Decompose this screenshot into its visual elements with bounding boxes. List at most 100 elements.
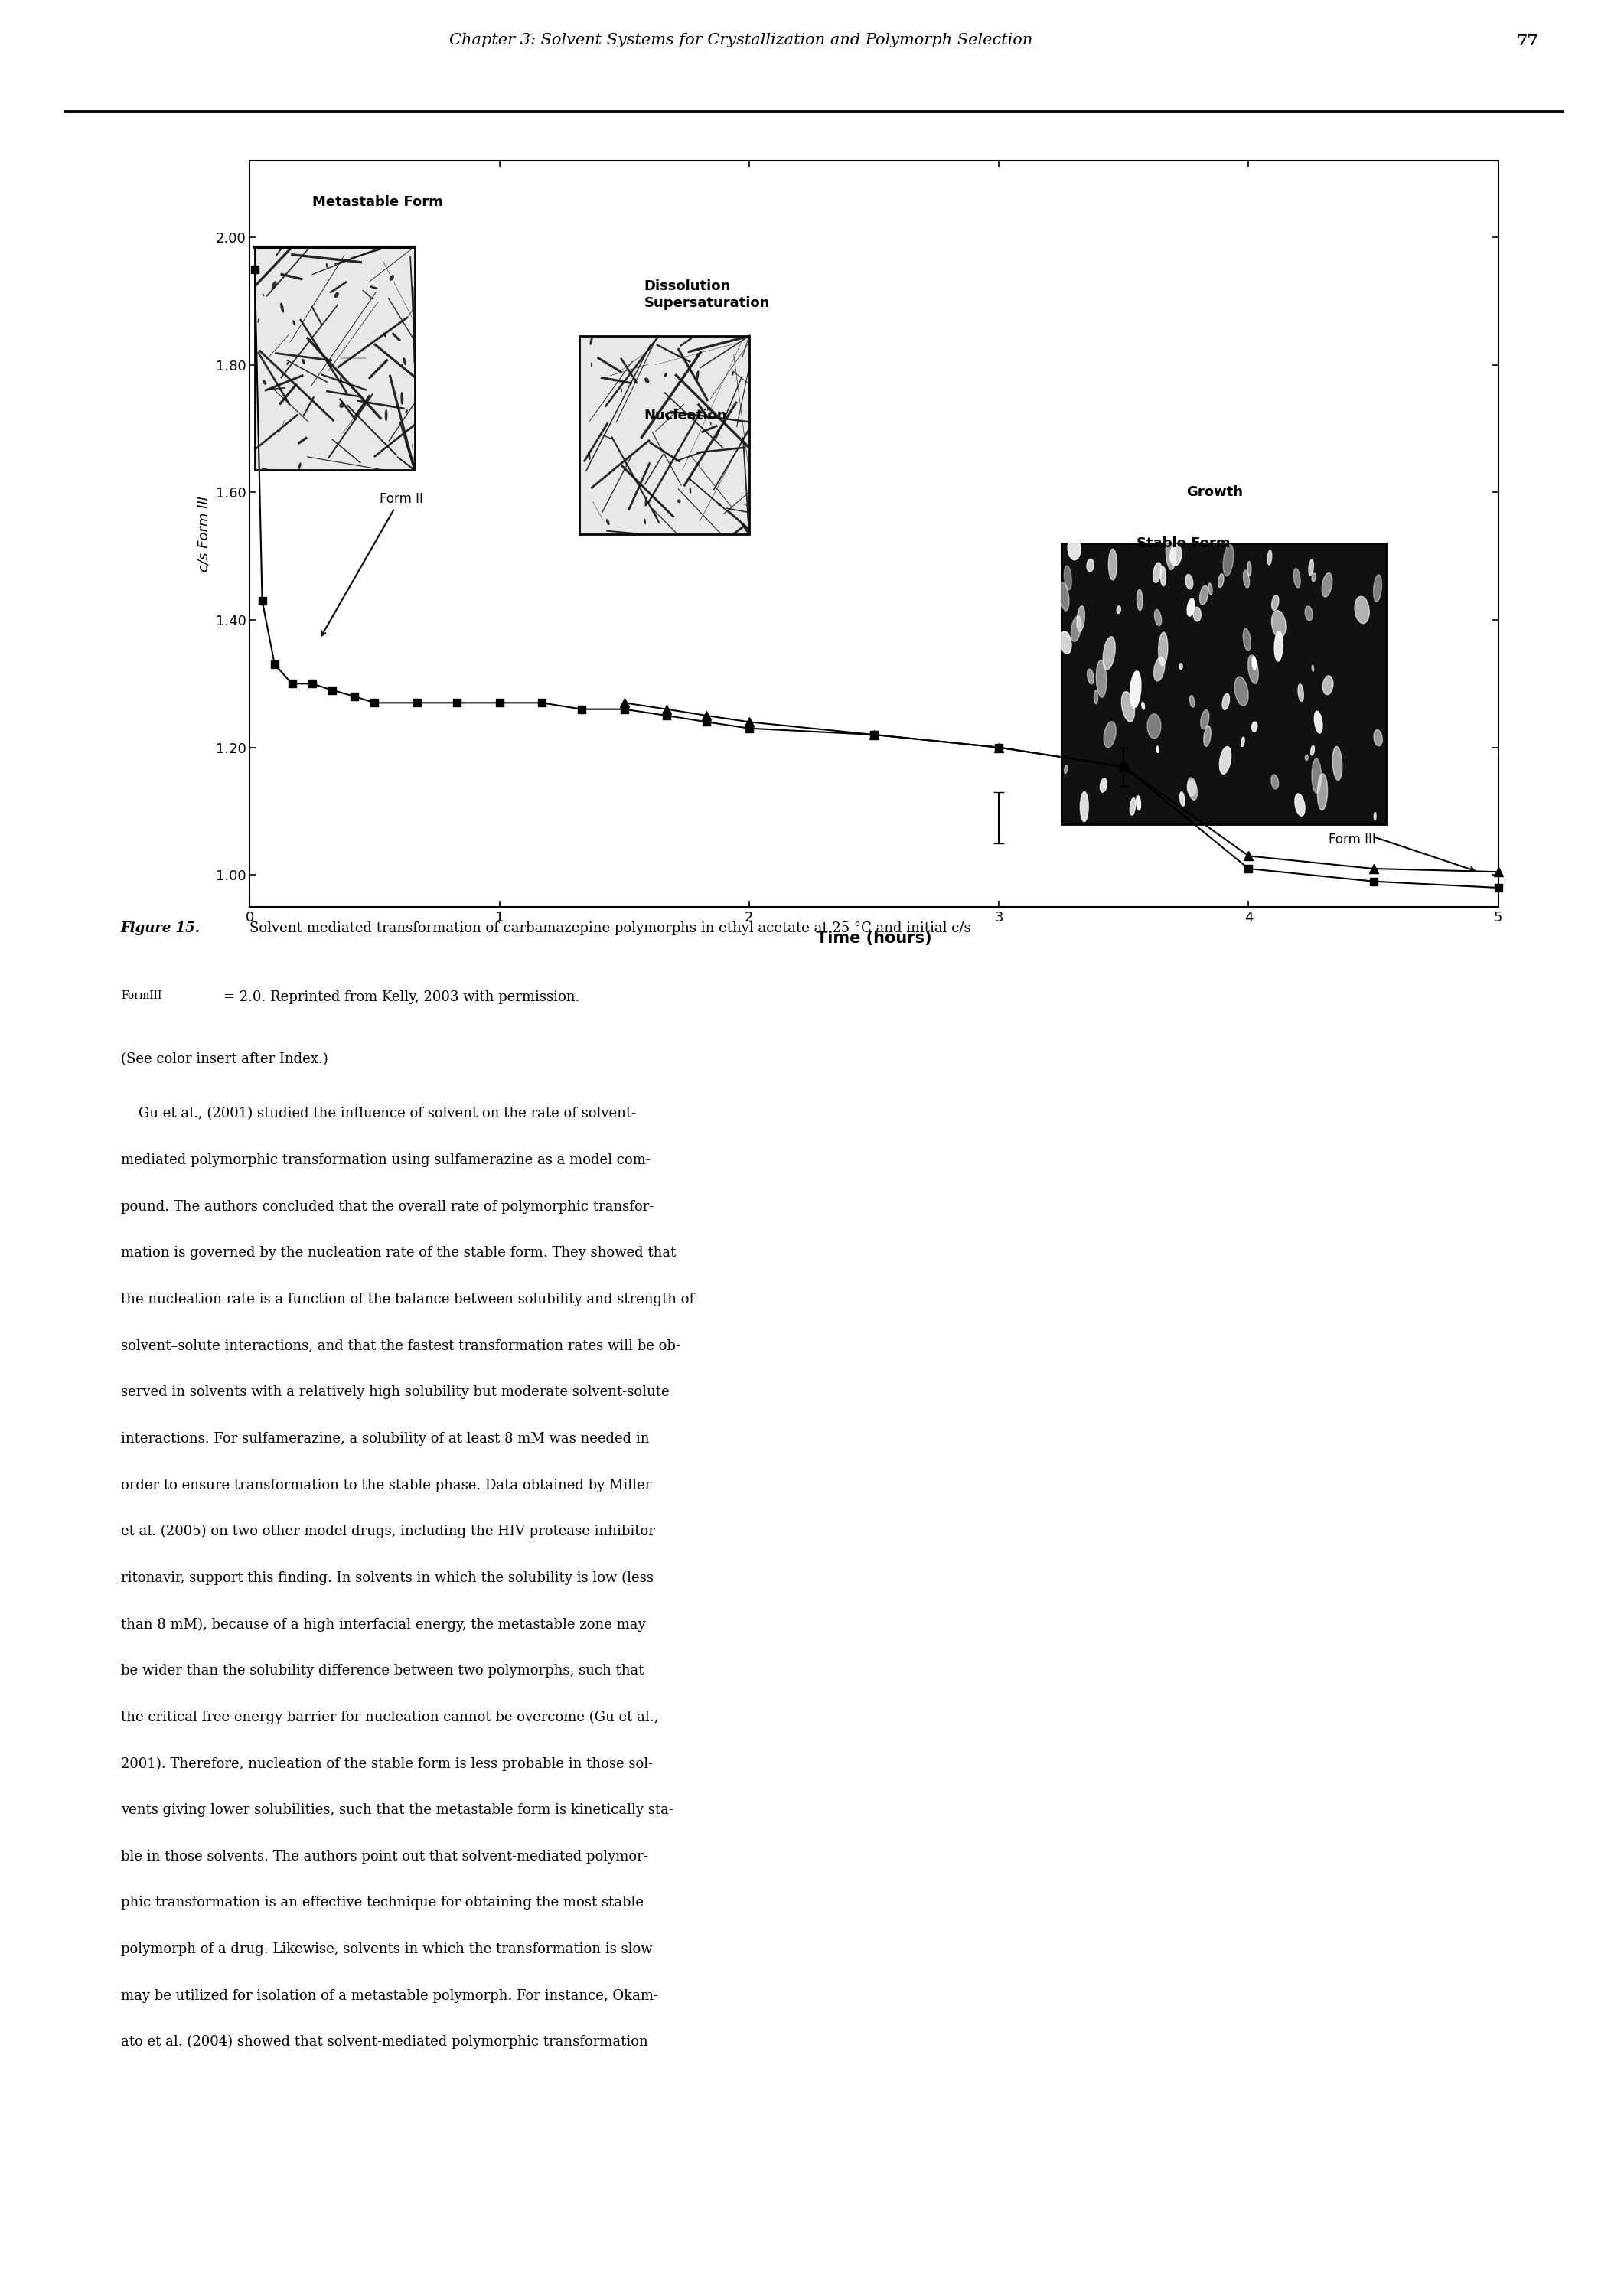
Text: mation is governed by the nucleation rate of the stable form. They showed that: mation is governed by the nucleation rat… bbox=[121, 1247, 677, 1261]
Text: Nucleation: Nucleation bbox=[644, 409, 727, 422]
Ellipse shape bbox=[1060, 583, 1070, 611]
Text: vents giving lower solubilities, such that the metastable form is kinetically st: vents giving lower solubilities, such th… bbox=[121, 1802, 673, 1816]
Ellipse shape bbox=[1081, 792, 1089, 822]
Ellipse shape bbox=[1308, 560, 1313, 576]
Ellipse shape bbox=[1318, 774, 1327, 810]
Y-axis label: c/s Form III: c/s Form III bbox=[198, 496, 211, 572]
Ellipse shape bbox=[1187, 781, 1195, 797]
Ellipse shape bbox=[588, 452, 590, 459]
Ellipse shape bbox=[1374, 730, 1382, 746]
Ellipse shape bbox=[1244, 569, 1250, 588]
Ellipse shape bbox=[1166, 533, 1176, 569]
Ellipse shape bbox=[1268, 551, 1271, 565]
Ellipse shape bbox=[1104, 721, 1116, 748]
Ellipse shape bbox=[1170, 544, 1181, 565]
Text: Metastable Form: Metastable Form bbox=[313, 195, 443, 209]
Ellipse shape bbox=[1305, 606, 1313, 620]
Ellipse shape bbox=[1076, 606, 1084, 631]
Text: ato et al. (2004) showed that solvent-mediated polymorphic transformation: ato et al. (2004) showed that solvent-me… bbox=[121, 2034, 648, 2048]
Text: Dissolution
Supersaturation: Dissolution Supersaturation bbox=[644, 280, 770, 310]
Ellipse shape bbox=[1157, 746, 1158, 753]
Text: than 8 mM), because of a high interfacial energy, the metastable zone may: than 8 mM), because of a high interfacia… bbox=[121, 1616, 646, 1632]
Ellipse shape bbox=[717, 429, 719, 432]
Ellipse shape bbox=[1158, 631, 1168, 666]
Text: = 2.0. Reprinted from Kelly, 2003 with permission.: = 2.0. Reprinted from Kelly, 2003 with p… bbox=[224, 990, 580, 1003]
Ellipse shape bbox=[385, 411, 387, 420]
Ellipse shape bbox=[303, 358, 304, 363]
Text: Chapter 3: Solvent Systems for Crystallization and Polymorph Selection: Chapter 3: Solvent Systems for Crystalli… bbox=[449, 32, 1033, 48]
Ellipse shape bbox=[1179, 664, 1182, 670]
Ellipse shape bbox=[340, 404, 343, 406]
Ellipse shape bbox=[1153, 563, 1162, 583]
Text: 2001). Therefore, nucleation of the stable form is less probable in those sol-: 2001). Therefore, nucleation of the stab… bbox=[121, 1756, 652, 1770]
Ellipse shape bbox=[1155, 608, 1162, 627]
Ellipse shape bbox=[1247, 563, 1252, 576]
Text: Growth: Growth bbox=[1186, 484, 1242, 498]
Ellipse shape bbox=[1187, 778, 1197, 799]
Ellipse shape bbox=[390, 276, 393, 280]
Ellipse shape bbox=[1186, 574, 1194, 590]
Ellipse shape bbox=[1218, 574, 1224, 588]
Ellipse shape bbox=[1311, 758, 1321, 792]
Ellipse shape bbox=[1315, 712, 1323, 732]
Ellipse shape bbox=[1271, 611, 1286, 638]
Text: Form II: Form II bbox=[380, 491, 424, 505]
Ellipse shape bbox=[678, 501, 680, 503]
Ellipse shape bbox=[1194, 606, 1202, 622]
Text: the nucleation rate is a function of the balance between solubility and strength: the nucleation rate is a function of the… bbox=[121, 1293, 694, 1306]
Ellipse shape bbox=[1332, 746, 1342, 781]
Ellipse shape bbox=[383, 333, 385, 338]
Ellipse shape bbox=[1220, 746, 1231, 774]
Text: the critical free energy barrier for nucleation cannot be overcome (Gu et al.,: the critical free energy barrier for nuc… bbox=[121, 1711, 659, 1724]
Ellipse shape bbox=[272, 282, 277, 289]
Ellipse shape bbox=[1087, 668, 1094, 684]
Text: served in solvents with a relatively high solubility but moderate solvent-solute: served in solvents with a relatively hig… bbox=[121, 1384, 669, 1398]
Ellipse shape bbox=[1374, 813, 1376, 820]
Ellipse shape bbox=[1116, 606, 1121, 613]
Text: polymorph of a drug. Likewise, solvents in which the transformation is slow: polymorph of a drug. Likewise, solvents … bbox=[121, 1942, 652, 1956]
Ellipse shape bbox=[1298, 684, 1303, 700]
Text: Gu et al., (2001) studied the influence of solvent on the rate of solvent-: Gu et al., (2001) studied the influence … bbox=[121, 1107, 636, 1120]
Text: be wider than the solubility difference between two polymorphs, such that: be wider than the solubility difference … bbox=[121, 1665, 644, 1678]
Ellipse shape bbox=[1071, 615, 1081, 641]
Text: Stable Form: Stable Form bbox=[1136, 537, 1229, 551]
Ellipse shape bbox=[1179, 792, 1184, 806]
Ellipse shape bbox=[1121, 691, 1134, 721]
Ellipse shape bbox=[1060, 631, 1071, 654]
Bar bbox=[1062, 544, 1385, 824]
Ellipse shape bbox=[1065, 765, 1068, 774]
Text: et al. (2005) on two other model drugs, including the HIV protease inhibitor: et al. (2005) on two other model drugs, … bbox=[121, 1525, 656, 1538]
Ellipse shape bbox=[1095, 661, 1107, 698]
Text: FormIII: FormIII bbox=[121, 990, 161, 1001]
Ellipse shape bbox=[1311, 746, 1315, 755]
Ellipse shape bbox=[590, 338, 593, 344]
Ellipse shape bbox=[1208, 583, 1213, 595]
Ellipse shape bbox=[1137, 590, 1142, 611]
Text: order to ensure transformation to the stable phase. Data obtained by Miller: order to ensure transformation to the st… bbox=[121, 1479, 651, 1492]
Ellipse shape bbox=[1271, 595, 1279, 611]
Ellipse shape bbox=[263, 381, 266, 383]
Ellipse shape bbox=[1142, 703, 1144, 709]
Ellipse shape bbox=[1323, 675, 1332, 696]
Ellipse shape bbox=[1147, 714, 1162, 739]
Text: (See color insert after Index.): (See color insert after Index.) bbox=[121, 1052, 329, 1065]
Ellipse shape bbox=[1068, 537, 1081, 560]
Ellipse shape bbox=[1311, 666, 1313, 670]
Ellipse shape bbox=[1252, 721, 1257, 732]
Ellipse shape bbox=[298, 464, 301, 468]
Ellipse shape bbox=[1223, 693, 1229, 709]
Ellipse shape bbox=[1108, 549, 1116, 581]
Ellipse shape bbox=[1271, 774, 1279, 790]
Text: Figure 15.: Figure 15. bbox=[121, 921, 200, 934]
Text: Solvent-mediated transformation of carbamazepine polymorphs in ethyl acetate at : Solvent-mediated transformation of carba… bbox=[250, 921, 971, 934]
Ellipse shape bbox=[1065, 565, 1071, 590]
Text: Form III: Form III bbox=[1329, 833, 1376, 847]
Bar bbox=[580, 335, 749, 535]
Ellipse shape bbox=[1129, 670, 1141, 707]
Ellipse shape bbox=[1295, 794, 1305, 815]
Ellipse shape bbox=[1153, 657, 1165, 682]
Ellipse shape bbox=[1305, 755, 1308, 760]
Ellipse shape bbox=[1249, 654, 1258, 684]
Text: ble in those solvents. The authors point out that solvent-mediated polymor-: ble in those solvents. The authors point… bbox=[121, 1851, 648, 1864]
Ellipse shape bbox=[401, 393, 403, 404]
